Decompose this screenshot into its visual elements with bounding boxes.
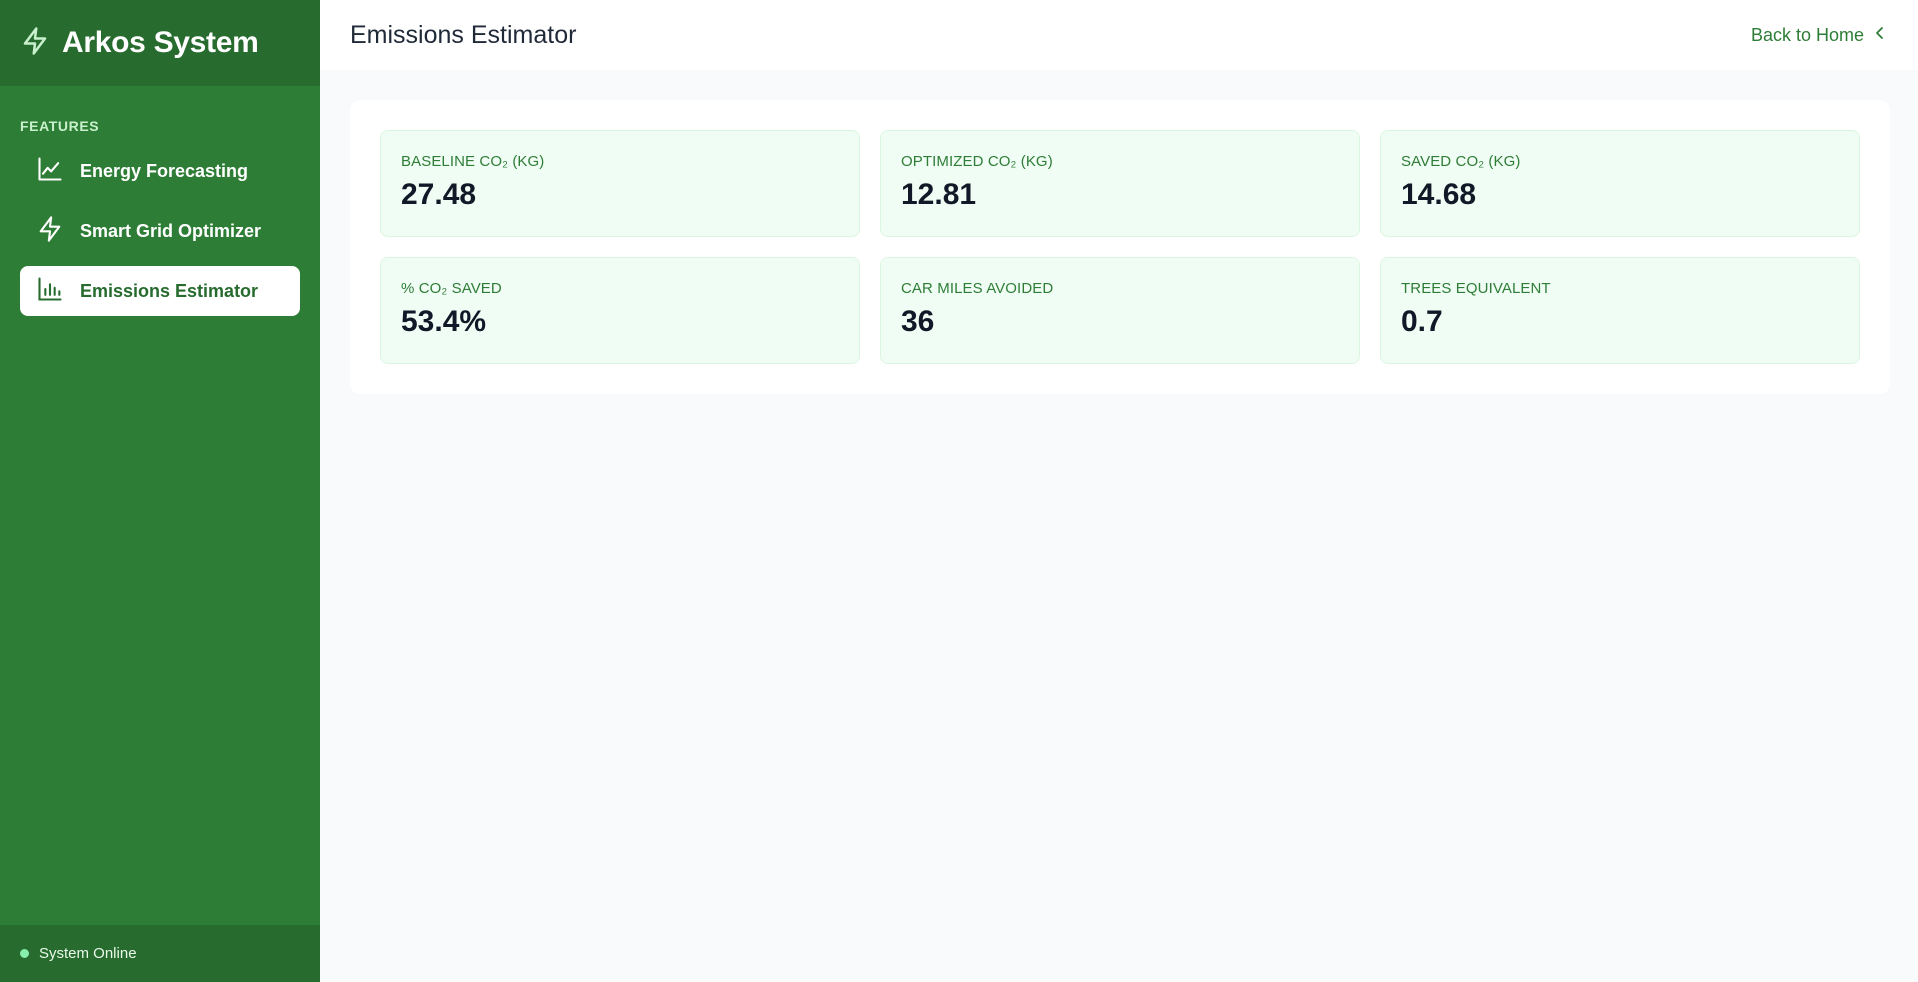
- stat-label: OPTIMIZED CO₂ (KG): [901, 153, 1053, 170]
- brand-name: Arkos System: [62, 26, 259, 59]
- stat-trees-equivalent: TREES EQUIVALENT 0.7: [1380, 257, 1860, 364]
- sidebar-item-label: Emissions Estimator: [80, 280, 259, 301]
- sidebar-item-label: Smart Grid Optimizer: [80, 220, 262, 241]
- sidebar-item-emissions-estimator[interactable]: Emissions Estimator: [20, 266, 300, 316]
- stat-baseline-co2: BASELINE CO₂ (KG) 27.48: [380, 130, 860, 237]
- stat-value: 12.81: [901, 178, 977, 211]
- line-chart-icon: [36, 155, 64, 188]
- stat-optimized-co2: OPTIMIZED CO₂ (KG) 12.81: [880, 130, 1360, 237]
- sidebar-item-smart-grid-optimizer[interactable]: Smart Grid Optimizer: [20, 206, 300, 256]
- stat-label: SAVED CO₂ (KG): [1401, 153, 1521, 170]
- stat-car-miles-avoided: CAR MILES AVOIDED 36: [880, 257, 1360, 364]
- stat-percent-co2-saved: % CO₂ SAVED 53.4%: [380, 257, 860, 364]
- status-dot-icon: [20, 949, 29, 958]
- chevron-left-icon: [1872, 25, 1888, 46]
- stats-card: BASELINE CO₂ (KG) 27.48 OPTIMIZED CO₂ (K…: [350, 100, 1890, 394]
- page-title: Emissions Estimator: [350, 20, 577, 49]
- sidebar: Arkos System FEATURES Energy Forecasting…: [0, 0, 320, 982]
- stat-saved-co2: SAVED CO₂ (KG) 14.68: [1380, 130, 1860, 237]
- sidebar-item-energy-forecasting[interactable]: Energy Forecasting: [20, 146, 300, 196]
- stat-label: CAR MILES AVOIDED: [901, 280, 1054, 297]
- brand[interactable]: Arkos System: [0, 0, 320, 86]
- bar-chart-icon: [36, 275, 64, 308]
- section-label-features: FEATURES: [20, 118, 100, 134]
- status-text: System Online: [39, 945, 137, 962]
- stat-value: 27.48: [401, 178, 477, 211]
- stat-label: BASELINE CO₂ (KG): [401, 153, 545, 170]
- topbar: Emissions Estimator Back to Home: [320, 0, 1918, 70]
- stat-value: 0.7: [1401, 305, 1443, 338]
- sidebar-nav: Energy Forecasting Smart Grid Optimizer …: [0, 146, 320, 316]
- stat-label: TREES EQUIVALENT: [1401, 280, 1551, 297]
- stat-value: 53.4%: [401, 305, 487, 338]
- stat-label: % CO₂ SAVED: [401, 280, 502, 297]
- back-label: Back to Home: [1750, 24, 1864, 45]
- main-content: Emissions Estimator Back to Home BASELIN…: [320, 0, 1918, 982]
- sidebar-item-label: Energy Forecasting: [80, 160, 249, 181]
- bolt-icon: [36, 215, 64, 248]
- stat-value: 14.68: [1401, 178, 1477, 211]
- sidebar-spacer: [0, 316, 320, 925]
- system-status: System Online: [0, 925, 320, 982]
- bolt-icon: [20, 26, 50, 61]
- stat-value: 36: [901, 305, 935, 338]
- back-to-home-link[interactable]: Back to Home: [1751, 25, 1888, 46]
